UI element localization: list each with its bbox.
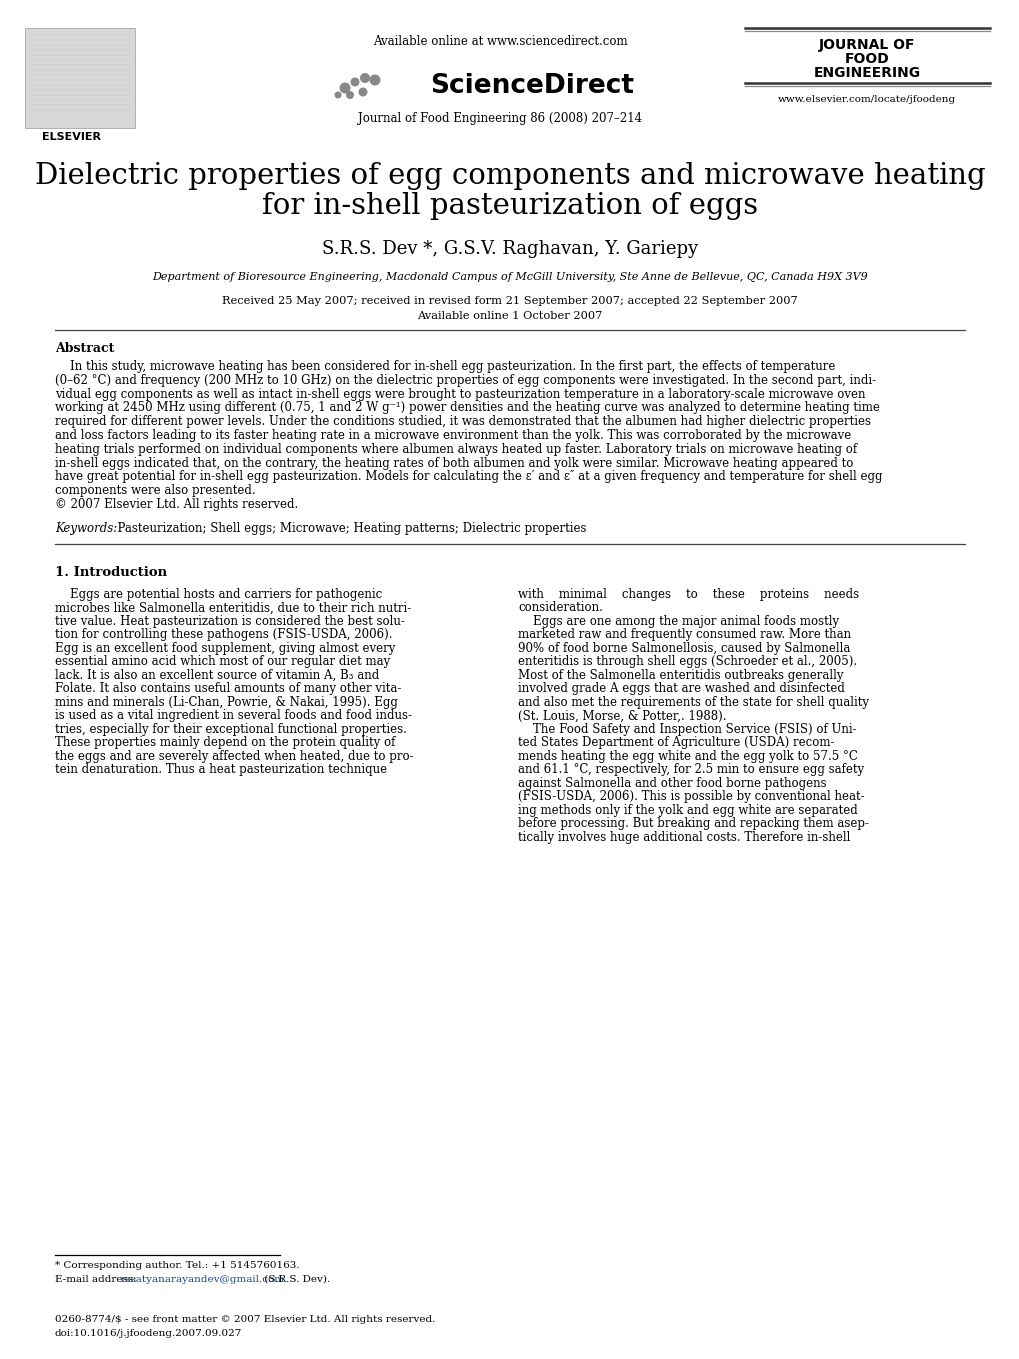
Circle shape: [334, 91, 341, 98]
Text: before processing. But breaking and repacking them asep-: before processing. But breaking and repa…: [518, 817, 868, 830]
Text: doi:10.1016/j.jfoodeng.2007.09.027: doi:10.1016/j.jfoodeng.2007.09.027: [55, 1329, 243, 1339]
Text: © 2007 Elsevier Ltd. All rights reserved.: © 2007 Elsevier Ltd. All rights reserved…: [55, 497, 298, 511]
Text: www.elsevier.com/locate/jfoodeng: www.elsevier.com/locate/jfoodeng: [777, 95, 955, 105]
Text: Department of Bioresource Engineering, Macdonald Campus of McGill University, St: Department of Bioresource Engineering, M…: [152, 272, 867, 283]
Text: (St. Louis, Morse, & Potter,. 1988).: (St. Louis, Morse, & Potter,. 1988).: [518, 709, 726, 722]
Text: ing methods only if the yolk and egg white are separated: ing methods only if the yolk and egg whi…: [518, 803, 857, 817]
Text: 0260-8774/$ - see front matter © 2007 Elsevier Ltd. All rights reserved.: 0260-8774/$ - see front matter © 2007 El…: [55, 1316, 435, 1324]
Text: Folate. It also contains useful amounts of many other vita-: Folate. It also contains useful amounts …: [55, 682, 401, 696]
Text: ted States Department of Agriculture (USDA) recom-: ted States Department of Agriculture (US…: [518, 737, 834, 749]
Text: 1. Introduction: 1. Introduction: [55, 565, 167, 579]
Text: Most of the Salmonella enteritidis outbreaks generally: Most of the Salmonella enteritidis outbr…: [518, 669, 843, 682]
Text: Abstract: Abstract: [55, 342, 114, 355]
Circle shape: [360, 73, 370, 83]
Text: is used as a vital ingredient in several foods and food indus-: is used as a vital ingredient in several…: [55, 709, 412, 722]
Text: In this study, microwave heating has been considered for in-shell egg pasteuriza: In this study, microwave heating has bee…: [55, 360, 835, 372]
Text: required for different power levels. Under the conditions studied, it was demons: required for different power levels. Und…: [55, 416, 870, 428]
Bar: [25, 29, 135, 128]
Text: working at 2450 MHz using different (0.75, 1 and 2 W g⁻¹) power densities and th: working at 2450 MHz using different (0.7…: [55, 401, 879, 414]
Circle shape: [345, 91, 354, 99]
Text: 90% of food borne Salmonellosis, caused by Salmonella: 90% of food borne Salmonellosis, caused …: [518, 641, 850, 655]
Text: in-shell eggs indicated that, on the contrary, the heating rates of both albumen: in-shell eggs indicated that, on the con…: [55, 457, 853, 470]
Text: the eggs and are severely affected when heated, due to pro-: the eggs and are severely affected when …: [55, 750, 414, 762]
Text: The Food Safety and Inspection Service (FSIS) of Uni-: The Food Safety and Inspection Service (…: [518, 723, 856, 735]
Text: Available online 1 October 2007: Available online 1 October 2007: [417, 311, 602, 321]
Circle shape: [339, 83, 351, 94]
Text: These properties mainly depend on the protein quality of: These properties mainly depend on the pr…: [55, 737, 395, 749]
Circle shape: [351, 77, 359, 87]
Text: tein denaturation. Thus a heat pasteurization technique: tein denaturation. Thus a heat pasteuriz…: [55, 764, 387, 776]
Text: (FSIS-USDA, 2006). This is possible by conventional heat-: (FSIS-USDA, 2006). This is possible by c…: [518, 791, 864, 803]
Text: with    minimal    changes    to    these    proteins    needs: with minimal changes to these proteins n…: [518, 588, 858, 601]
Text: mins and minerals (Li-Chan, Powrie, & Nakai, 1995). Egg: mins and minerals (Li-Chan, Powrie, & Na…: [55, 696, 397, 709]
Text: lack. It is also an excellent source of vitamin A, B₃ and: lack. It is also an excellent source of …: [55, 669, 379, 682]
Text: S.R.S. Dev *, G.S.V. Raghavan, Y. Gariepy: S.R.S. Dev *, G.S.V. Raghavan, Y. Gariep…: [322, 241, 697, 258]
Circle shape: [369, 75, 380, 86]
Text: microbes like Salmonella enteritidis, due to their rich nutri-: microbes like Salmonella enteritidis, du…: [55, 601, 411, 614]
Text: enteritidis is through shell eggs (Schroeder et al., 2005).: enteritidis is through shell eggs (Schro…: [518, 655, 856, 669]
Text: Keywords:: Keywords:: [55, 522, 117, 535]
Text: Journal of Food Engineering 86 (2008) 207–214: Journal of Food Engineering 86 (2008) 20…: [358, 111, 641, 125]
Text: JOURNAL OF: JOURNAL OF: [818, 38, 914, 52]
Text: and 61.1 °C, respectively, for 2.5 min to ensure egg safety: and 61.1 °C, respectively, for 2.5 min t…: [518, 764, 863, 776]
Text: Egg is an excellent food supplement, giving almost every: Egg is an excellent food supplement, giv…: [55, 641, 395, 655]
Text: components were also presented.: components were also presented.: [55, 484, 256, 497]
Text: against Salmonella and other food borne pathogens: against Salmonella and other food borne …: [518, 777, 825, 790]
Text: involved grade A eggs that are washed and disinfected: involved grade A eggs that are washed an…: [518, 682, 844, 696]
Text: (S.R.S. Dev).: (S.R.S. Dev).: [261, 1275, 330, 1284]
Text: Eggs are potential hosts and carriers for pathogenic: Eggs are potential hosts and carriers fo…: [55, 588, 382, 601]
Text: FOOD: FOOD: [844, 52, 889, 67]
Text: tically involves huge additional costs. Therefore in-shell: tically involves huge additional costs. …: [518, 830, 850, 844]
Text: Pasteurization; Shell eggs; Microwave; Heating patterns; Dielectric properties: Pasteurization; Shell eggs; Microwave; H…: [110, 522, 586, 535]
Text: ENGINEERING: ENGINEERING: [812, 67, 920, 80]
Text: Available online at www.sciencedirect.com: Available online at www.sciencedirect.co…: [372, 35, 627, 48]
Text: tion for controlling these pathogens (FSIS-USDA, 2006).: tion for controlling these pathogens (FS…: [55, 628, 392, 641]
Text: * Corresponding author. Tel.: +1 5145760163.: * Corresponding author. Tel.: +1 5145760…: [55, 1261, 300, 1271]
Text: Eggs are one among the major animal foods mostly: Eggs are one among the major animal food…: [518, 614, 839, 628]
Text: Dielectric properties of egg components and microwave heating: Dielectric properties of egg components …: [35, 162, 984, 190]
Text: (0–62 °C) and frequency (200 MHz to 10 GHz) on the dielectric properties of egg : (0–62 °C) and frequency (200 MHz to 10 G…: [55, 374, 875, 387]
Text: E-mail address:: E-mail address:: [55, 1275, 140, 1284]
Text: consideration.: consideration.: [518, 601, 602, 614]
Text: Received 25 May 2007; received in revised form 21 September 2007; accepted 22 Se: Received 25 May 2007; received in revise…: [222, 296, 797, 306]
Text: ELSEVIER: ELSEVIER: [43, 132, 102, 141]
Text: and also met the requirements of the state for shell quality: and also met the requirements of the sta…: [518, 696, 868, 709]
Text: tive value. Heat pasteurization is considered the best solu-: tive value. Heat pasteurization is consi…: [55, 614, 405, 628]
Text: vidual egg components as well as intact in-shell eggs were brought to pasteuriza: vidual egg components as well as intact …: [55, 387, 865, 401]
Text: for in-shell pasteurization of eggs: for in-shell pasteurization of eggs: [262, 192, 757, 220]
Text: and loss factors leading to its faster heating rate in a microwave environment t: and loss factors leading to its faster h…: [55, 429, 851, 442]
Text: essential amino acid which most of our regular diet may: essential amino acid which most of our r…: [55, 655, 390, 669]
Text: heating trials performed on individual components where albumen always heated up: heating trials performed on individual c…: [55, 443, 856, 455]
Text: have great potential for in-shell egg pasteurization. Models for calculating the: have great potential for in-shell egg pa…: [55, 470, 881, 484]
Text: marketed raw and frequently consumed raw. More than: marketed raw and frequently consumed raw…: [518, 628, 850, 641]
Circle shape: [358, 87, 367, 96]
Text: tries, especially for their exceptional functional properties.: tries, especially for their exceptional …: [55, 723, 407, 735]
Text: mends heating the egg white and the egg yolk to 57.5 °C: mends heating the egg white and the egg …: [518, 750, 857, 762]
Text: rssatyanarayandev@gmail.com: rssatyanarayandev@gmail.com: [121, 1275, 284, 1284]
Text: ScienceDirect: ScienceDirect: [430, 73, 634, 99]
